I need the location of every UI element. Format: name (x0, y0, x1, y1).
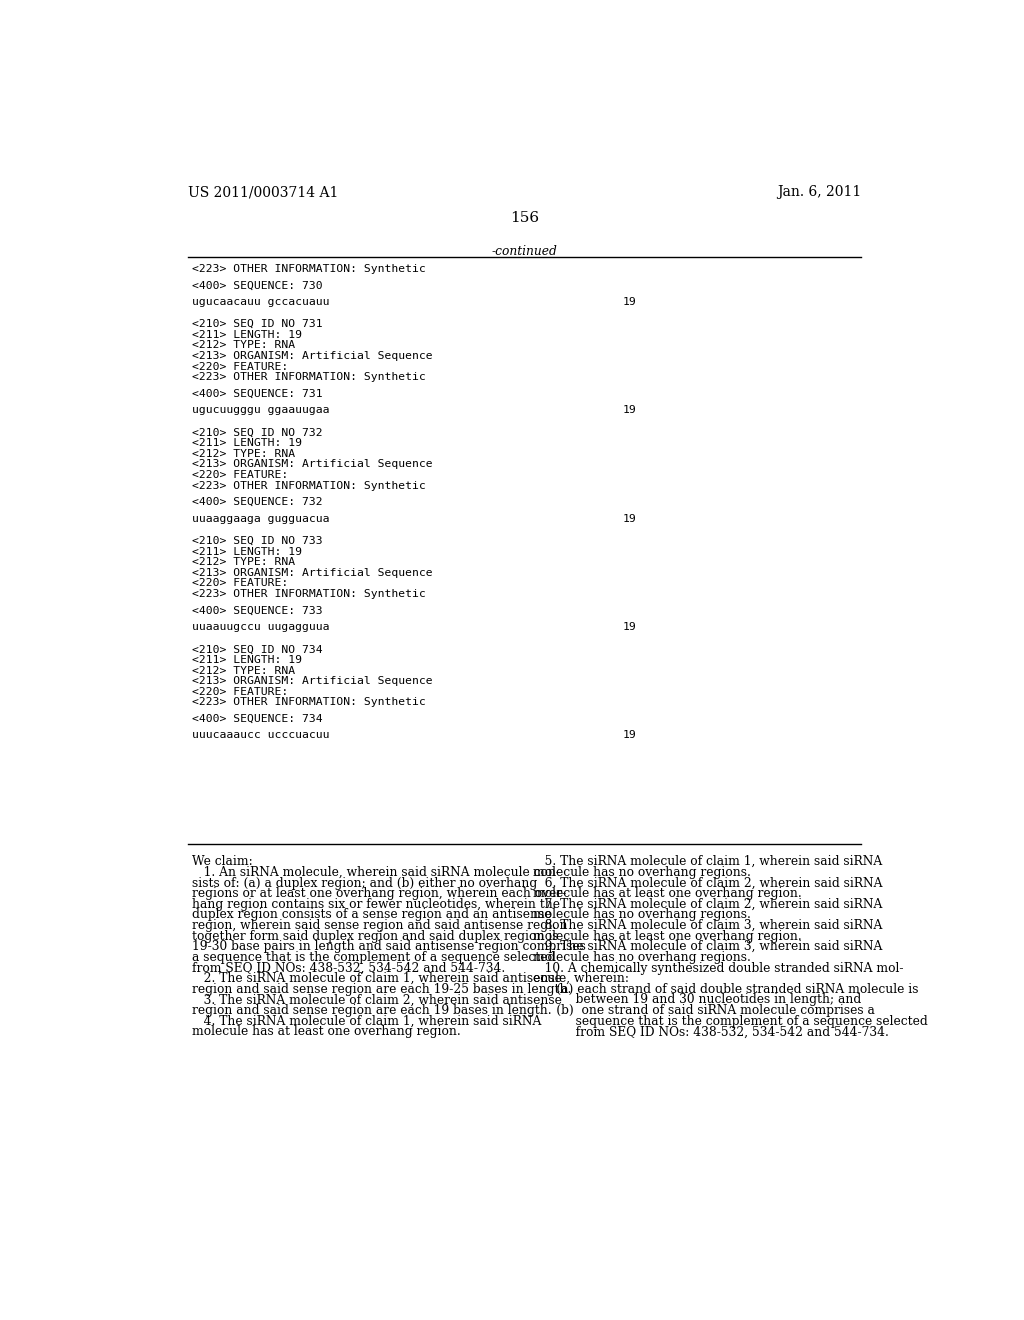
Text: <213> ORGANISM: Artificial Sequence: <213> ORGANISM: Artificial Sequence (191, 351, 432, 362)
Text: <211> LENGTH: 19: <211> LENGTH: 19 (191, 438, 301, 449)
Text: <212> TYPE: RNA: <212> TYPE: RNA (191, 557, 295, 568)
Text: <223> OTHER INFORMATION: Synthetic: <223> OTHER INFORMATION: Synthetic (191, 697, 425, 708)
Text: sists of: (a) a duplex region; and (b) either no overhang: sists of: (a) a duplex region; and (b) e… (191, 876, 537, 890)
Text: 9. The siRNA molecule of claim 3, wherein said siRNA: 9. The siRNA molecule of claim 3, wherei… (532, 940, 882, 953)
Text: -continued: -continued (492, 246, 558, 259)
Text: <211> LENGTH: 19: <211> LENGTH: 19 (191, 655, 301, 665)
Text: <400> SEQUENCE: 733: <400> SEQUENCE: 733 (191, 606, 323, 615)
Text: <223> OTHER INFORMATION: Synthetic: <223> OTHER INFORMATION: Synthetic (191, 589, 425, 599)
Text: molecule has at least one overhang region.: molecule has at least one overhang regio… (191, 1026, 461, 1039)
Text: <212> TYPE: RNA: <212> TYPE: RNA (191, 341, 295, 350)
Text: region and said sense region are each 19-25 bases in length.: region and said sense region are each 19… (191, 983, 571, 995)
Text: 8. The siRNA molecule of claim 3, wherein said siRNA: 8. The siRNA molecule of claim 3, wherei… (532, 919, 882, 932)
Text: 5. The siRNA molecule of claim 1, wherein said siRNA: 5. The siRNA molecule of claim 1, wherei… (532, 855, 882, 869)
Text: <213> ORGANISM: Artificial Sequence: <213> ORGANISM: Artificial Sequence (191, 568, 432, 578)
Text: <220> FEATURE:: <220> FEATURE: (191, 686, 288, 697)
Text: molecule has at least one overhang region.: molecule has at least one overhang regio… (532, 887, 802, 900)
Text: <210> SEQ ID NO 734: <210> SEQ ID NO 734 (191, 644, 323, 655)
Text: <223> OTHER INFORMATION: Synthetic: <223> OTHER INFORMATION: Synthetic (191, 480, 425, 491)
Text: duplex region consists of a sense region and an antisense: duplex region consists of a sense region… (191, 908, 551, 921)
Text: US 2011/0003714 A1: US 2011/0003714 A1 (188, 185, 339, 199)
Text: <400> SEQUENCE: 734: <400> SEQUENCE: 734 (191, 714, 323, 723)
Text: 1. An siRNA molecule, wherein said siRNA molecule con-: 1. An siRNA molecule, wherein said siRNA… (191, 866, 559, 879)
Text: 19: 19 (623, 405, 636, 416)
Text: 19: 19 (623, 730, 636, 741)
Text: sequence that is the complement of a sequence selected: sequence that is the complement of a seq… (532, 1015, 928, 1028)
Text: 19: 19 (623, 297, 636, 306)
Text: <211> LENGTH: 19: <211> LENGTH: 19 (191, 546, 301, 557)
Text: (b)  one strand of said siRNA molecule comprises a: (b) one strand of said siRNA molecule co… (532, 1005, 874, 1016)
Text: a sequence that is the complement of a sequence selected: a sequence that is the complement of a s… (191, 950, 555, 964)
Text: from SEQ ID NOs: 438-532, 534-542 and 544-734.: from SEQ ID NOs: 438-532, 534-542 and 54… (191, 961, 505, 974)
Text: <212> TYPE: RNA: <212> TYPE: RNA (191, 665, 295, 676)
Text: between 19 and 30 nucleotides in length; and: between 19 and 30 nucleotides in length;… (532, 994, 861, 1006)
Text: hang region contains six or fewer nucleotides, wherein the: hang region contains six or fewer nucleo… (191, 898, 559, 911)
Text: 19-30 base pairs in length and said antisense region comprises: 19-30 base pairs in length and said anti… (191, 940, 586, 953)
Text: 7. The siRNA molecule of claim 2, wherein said siRNA: 7. The siRNA molecule of claim 2, wherei… (532, 898, 882, 911)
Text: <400> SEQUENCE: 731: <400> SEQUENCE: 731 (191, 389, 323, 399)
Text: <210> SEQ ID NO 733: <210> SEQ ID NO 733 (191, 536, 323, 546)
Text: ugucuugggu ggaauugaa: ugucuugggu ggaauugaa (191, 405, 329, 416)
Text: region, wherein said sense region and said antisense region: region, wherein said sense region and sa… (191, 919, 567, 932)
Text: molecule has no overhang regions.: molecule has no overhang regions. (532, 950, 751, 964)
Text: 19: 19 (623, 513, 636, 524)
Text: uuaauugccu uugagguua: uuaauugccu uugagguua (191, 622, 329, 632)
Text: <400> SEQUENCE: 732: <400> SEQUENCE: 732 (191, 498, 323, 507)
Text: <210> SEQ ID NO 732: <210> SEQ ID NO 732 (191, 428, 323, 437)
Text: We claim:: We claim: (191, 855, 252, 869)
Text: <213> ORGANISM: Artificial Sequence: <213> ORGANISM: Artificial Sequence (191, 459, 432, 470)
Text: region and said sense region are each 19 bases in length.: region and said sense region are each 19… (191, 1005, 551, 1016)
Text: <400> SEQUENCE: 730: <400> SEQUENCE: 730 (191, 280, 323, 290)
Text: from SEQ ID NOs: 438-532, 534-542 and 544-734.: from SEQ ID NOs: 438-532, 534-542 and 54… (532, 1026, 889, 1039)
Text: molecule has no overhang regions.: molecule has no overhang regions. (532, 908, 751, 921)
Text: 10. A chemically synthesized double stranded siRNA mol-: 10. A chemically synthesized double stra… (532, 961, 903, 974)
Text: regions or at least one overhang region, wherein each over-: regions or at least one overhang region,… (191, 887, 566, 900)
Text: <220> FEATURE:: <220> FEATURE: (191, 470, 288, 480)
Text: <213> ORGANISM: Artificial Sequence: <213> ORGANISM: Artificial Sequence (191, 676, 432, 686)
Text: <210> SEQ ID NO 731: <210> SEQ ID NO 731 (191, 319, 323, 329)
Text: 4. The siRNA molecule of claim 1, wherein said siRNA: 4. The siRNA molecule of claim 1, wherei… (191, 1015, 541, 1028)
Text: 2. The siRNA molecule of claim 1, wherein said antisense: 2. The siRNA molecule of claim 1, wherei… (191, 972, 561, 985)
Text: 19: 19 (623, 622, 636, 632)
Text: <220> FEATURE:: <220> FEATURE: (191, 578, 288, 589)
Text: 6. The siRNA molecule of claim 2, wherein said siRNA: 6. The siRNA molecule of claim 2, wherei… (532, 876, 882, 890)
Text: (a) each strand of said double stranded siRNA molecule is: (a) each strand of said double stranded … (532, 983, 919, 995)
Text: ugucaacauu gccacuauu: ugucaacauu gccacuauu (191, 297, 329, 306)
Text: <220> FEATURE:: <220> FEATURE: (191, 362, 288, 372)
Text: ecule, wherein:: ecule, wherein: (532, 972, 629, 985)
Text: <223> OTHER INFORMATION: Synthetic: <223> OTHER INFORMATION: Synthetic (191, 372, 425, 383)
Text: 156: 156 (510, 211, 540, 224)
Text: Jan. 6, 2011: Jan. 6, 2011 (777, 185, 861, 199)
Text: 3. The siRNA molecule of claim 2, wherein said antisense: 3. The siRNA molecule of claim 2, wherei… (191, 994, 561, 1006)
Text: uuucaaaucc ucccuacuu: uuucaaaucc ucccuacuu (191, 730, 329, 741)
Text: molecule has at least one overhang region.: molecule has at least one overhang regio… (532, 929, 802, 942)
Text: <211> LENGTH: 19: <211> LENGTH: 19 (191, 330, 301, 339)
Text: together form said duplex region and said duplex region is: together form said duplex region and sai… (191, 929, 558, 942)
Text: <223> OTHER INFORMATION: Synthetic: <223> OTHER INFORMATION: Synthetic (191, 264, 425, 273)
Text: molecule has no overhang regions.: molecule has no overhang regions. (532, 866, 751, 879)
Text: uuaaggaaga gugguacua: uuaaggaaga gugguacua (191, 513, 329, 524)
Text: <212> TYPE: RNA: <212> TYPE: RNA (191, 449, 295, 459)
